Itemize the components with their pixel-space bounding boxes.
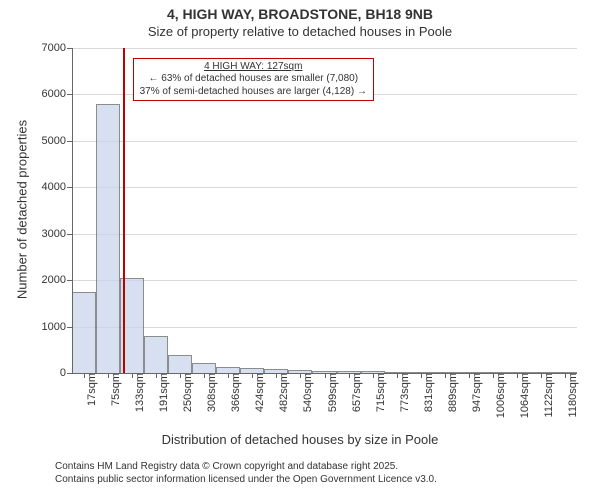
xtick-label: 133sqm <box>132 373 146 412</box>
chart-title-main: 4, HIGH WAY, BROADSTONE, BH18 9NB <box>0 6 600 22</box>
xtick-label: 599sqm <box>325 373 339 412</box>
ytick-label: 3000 <box>42 228 72 240</box>
histogram-bar <box>144 336 168 373</box>
xtick-label: 482sqm <box>276 373 290 412</box>
xtick-label: 308sqm <box>204 373 218 412</box>
ytick-label: 0 <box>60 367 72 379</box>
xtick-label: 889sqm <box>445 373 459 412</box>
xtick-label: 1122sqm <box>541 373 555 417</box>
ytick-label: 4000 <box>42 181 72 193</box>
x-axis-label: Distribution of detached houses by size … <box>0 432 600 447</box>
grid-line <box>72 280 577 281</box>
grid-line <box>72 141 577 142</box>
xtick-label: 1180sqm <box>565 373 579 417</box>
histogram-bar <box>72 292 96 373</box>
annotation-line-larger: 37% of semi-detached houses are larger (… <box>140 86 367 99</box>
grid-line <box>72 234 577 235</box>
xtick-label: 657sqm <box>349 373 363 412</box>
histogram-bar <box>192 363 216 373</box>
grid-line <box>72 48 577 49</box>
annotation-title: 4 HIGH WAY: 127sqm <box>140 61 367 74</box>
xtick-label: 540sqm <box>300 373 314 412</box>
xtick-label: 75sqm <box>108 373 122 406</box>
xtick-label: 424sqm <box>252 373 266 412</box>
y-axis-line <box>72 48 73 373</box>
y-axis-label: Number of detached properties <box>15 110 30 310</box>
annotation-line-smaller: ← 63% of detached houses are smaller (7,… <box>140 73 367 86</box>
xtick-label: 17sqm <box>84 373 98 406</box>
grid-line <box>72 327 577 328</box>
footer-attribution: Contains HM Land Registry data © Crown c… <box>55 460 437 486</box>
xtick-label: 715sqm <box>373 373 387 412</box>
histogram-bar <box>168 355 192 373</box>
xtick-label: 366sqm <box>228 373 242 412</box>
histogram-chart: 4, HIGH WAY, BROADSTONE, BH18 9NB Size o… <box>0 0 600 500</box>
footer-line-2: Contains public sector information licen… <box>55 473 437 486</box>
marker-annotation: 4 HIGH WAY: 127sqm← 63% of detached hous… <box>133 58 374 102</box>
grid-line <box>72 187 577 188</box>
histogram-bar <box>96 104 120 373</box>
xtick-label: 947sqm <box>469 373 483 412</box>
plot-area: 0100020003000400050006000700017sqm75sqm1… <box>72 48 577 373</box>
footer-line-1: Contains HM Land Registry data © Crown c… <box>55 460 437 473</box>
ytick-label: 7000 <box>42 42 72 54</box>
xtick-label: 1006sqm <box>493 373 507 418</box>
ytick-label: 2000 <box>42 274 72 286</box>
xtick-label: 191sqm <box>156 373 170 412</box>
x-axis-line <box>72 373 577 374</box>
xtick-label: 250sqm <box>180 373 194 412</box>
xtick-label: 831sqm <box>421 373 435 412</box>
ytick-label: 6000 <box>42 88 72 100</box>
ytick-label: 1000 <box>42 321 72 333</box>
chart-title-sub: Size of property relative to detached ho… <box>0 24 600 39</box>
ytick-label: 5000 <box>42 135 72 147</box>
xtick-label: 1064sqm <box>517 373 531 418</box>
xtick-label: 773sqm <box>397 373 411 412</box>
subject-marker-line <box>123 48 125 373</box>
